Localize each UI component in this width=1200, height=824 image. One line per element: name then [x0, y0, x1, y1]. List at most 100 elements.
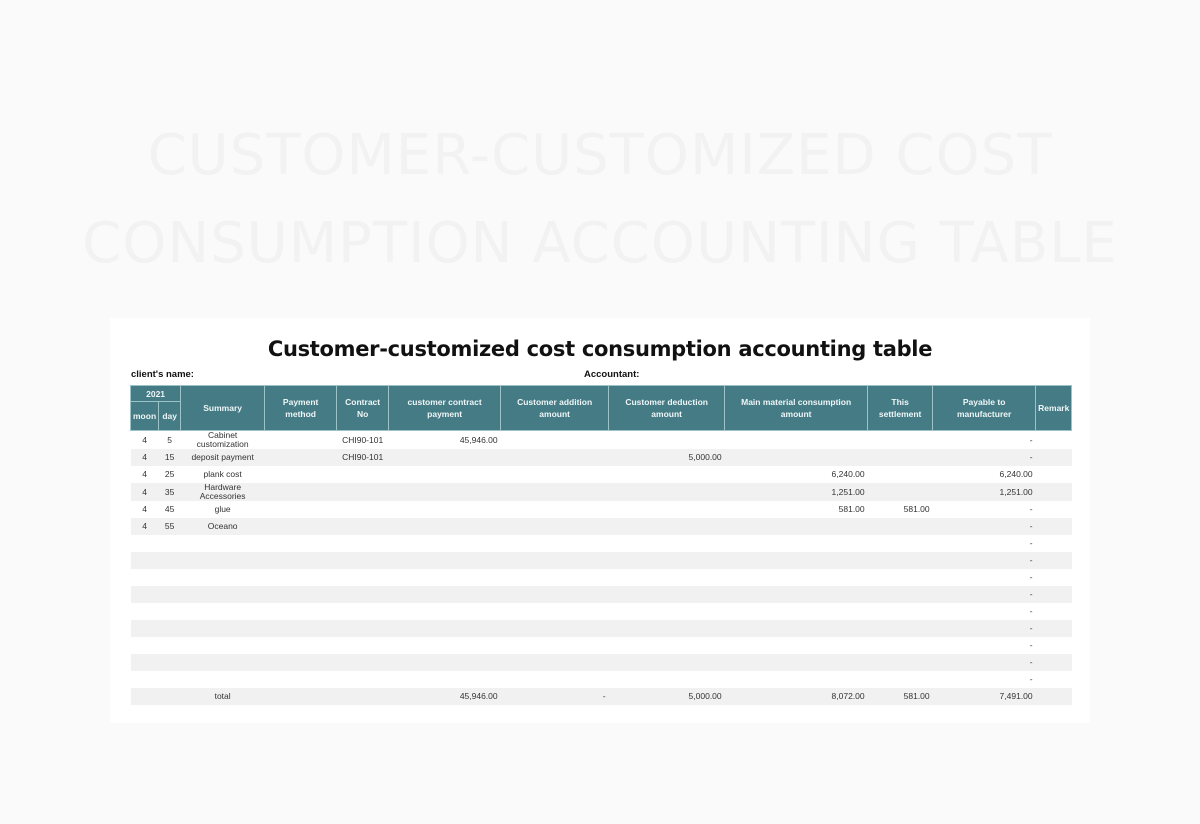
cell-remark[interactable] — [1036, 637, 1072, 654]
cell-deduction[interactable] — [608, 654, 725, 671]
cell-main-material[interactable] — [724, 552, 868, 569]
cell-main-material[interactable] — [724, 586, 868, 603]
cell-deduction[interactable] — [608, 586, 725, 603]
cell-day[interactable]: 15 — [158, 449, 181, 466]
cell-contract-no[interactable] — [337, 535, 389, 552]
cell-summary[interactable]: Cabinet customization — [196, 430, 249, 449]
cell-contract-payment[interactable] — [388, 449, 501, 466]
cell-addition[interactable] — [500, 654, 609, 671]
cell-contract-no[interactable] — [336, 483, 389, 501]
cell-summary[interactable]: deposit payment — [180, 449, 265, 466]
cell-settlement[interactable] — [868, 466, 933, 483]
cell-deduction[interactable] — [609, 501, 725, 518]
cell-summary[interactable]: Oceano — [180, 518, 265, 535]
cell-contract-no[interactable] — [337, 466, 389, 483]
total-payable[interactable]: 7,491.00 — [932, 688, 1036, 705]
cell-contract-no[interactable] — [336, 620, 389, 637]
cell-main-material[interactable] — [724, 449, 868, 466]
cell-addition[interactable] — [501, 637, 609, 654]
cell-moon[interactable] — [130, 552, 159, 569]
cell-payment-method[interactable] — [264, 518, 337, 535]
cell-day[interactable] — [159, 637, 181, 654]
cell-payment-method[interactable] — [265, 569, 337, 586]
cell-payable[interactable]: - — [932, 449, 1036, 466]
cell-payable[interactable]: - — [1029, 674, 1033, 684]
cell-contract-no[interactable]: CHI90-101 — [336, 449, 389, 466]
cell-remark[interactable] — [1035, 518, 1072, 535]
cell-moon[interactable]: 4 — [130, 518, 159, 535]
cell-moon[interactable] — [131, 535, 159, 552]
cell-payable[interactable]: - — [1029, 606, 1033, 616]
cell-day[interactable] — [158, 620, 181, 637]
cell-main-material[interactable] — [725, 671, 868, 688]
cell-settlement[interactable] — [868, 569, 933, 586]
cell-summary[interactable]: glue — [214, 504, 231, 514]
cell-addition[interactable] — [500, 586, 609, 603]
cell-remark[interactable] — [1036, 569, 1072, 586]
cell-summary[interactable] — [180, 620, 265, 637]
cell-settlement[interactable] — [868, 603, 933, 620]
cell-day[interactable]: 45 — [164, 504, 175, 514]
cell-settlement[interactable] — [867, 518, 933, 535]
cell-summary[interactable] — [181, 603, 265, 620]
cell-settlement[interactable] — [867, 483, 933, 501]
cell-deduction[interactable] — [609, 671, 725, 688]
total-remark[interactable] — [1035, 688, 1072, 705]
cell-payable[interactable]: - — [1029, 538, 1033, 548]
cell-contract-no[interactable] — [336, 518, 389, 535]
cell-contract-payment[interactable] — [388, 654, 501, 671]
cell-addition[interactable] — [501, 603, 609, 620]
cell-addition[interactable] — [500, 518, 609, 535]
total-addition[interactable]: - — [500, 688, 609, 705]
cell-payment-method[interactable] — [264, 449, 337, 466]
cell-contract-no[interactable] — [336, 552, 389, 569]
cell-addition[interactable] — [500, 449, 609, 466]
cell-main-material[interactable] — [724, 654, 868, 671]
cell-contract-payment[interactable] — [388, 586, 501, 603]
cell-moon[interactable] — [130, 688, 159, 705]
cell-remark[interactable] — [1035, 654, 1072, 671]
cell-main-material[interactable] — [725, 535, 868, 552]
cell-day[interactable]: 55 — [158, 518, 181, 535]
cell-payable[interactable]: - — [932, 518, 1036, 535]
cell-addition[interactable] — [500, 552, 609, 569]
cell-deduction[interactable] — [608, 483, 725, 501]
cell-moon[interactable] — [131, 603, 159, 620]
cell-settlement[interactable] — [868, 535, 933, 552]
cell-contract-payment[interactable] — [389, 501, 501, 518]
cell-summary[interactable] — [180, 552, 265, 569]
cell-summary[interactable]: plank cost — [203, 469, 242, 479]
cell-day[interactable] — [159, 671, 181, 688]
cell-payable[interactable]: 6,240.00 — [999, 469, 1033, 479]
cell-contract-no[interactable] — [337, 569, 389, 586]
cell-main-material[interactable]: 581.00 — [838, 504, 865, 514]
cell-payment-method[interactable] — [265, 466, 337, 483]
cell-settlement[interactable]: 581.00 — [903, 504, 930, 514]
cell-settlement[interactable] — [867, 654, 933, 671]
cell-contract-payment[interactable] — [389, 637, 501, 654]
cell-settlement[interactable] — [867, 552, 933, 569]
cell-remark[interactable] — [1035, 552, 1072, 569]
total-main-material[interactable]: 8,072.00 — [724, 688, 868, 705]
cell-moon[interactable] — [131, 671, 159, 688]
total-deduction[interactable]: 5,000.00 — [608, 688, 725, 705]
cell-remark[interactable] — [1036, 671, 1072, 688]
cell-settlement[interactable] — [868, 637, 933, 654]
cell-addition[interactable] — [501, 431, 609, 450]
cell-deduction[interactable] — [608, 620, 725, 637]
cell-payment-method[interactable] — [265, 431, 337, 450]
cell-remark[interactable] — [1036, 466, 1072, 483]
cell-deduction[interactable]: 5,000.00 — [608, 449, 725, 466]
cell-main-material[interactable] — [725, 637, 868, 654]
cell-day[interactable] — [159, 535, 181, 552]
cell-remark[interactable] — [1036, 535, 1072, 552]
cell-addition[interactable] — [501, 535, 609, 552]
cell-deduction[interactable] — [609, 637, 725, 654]
cell-payable[interactable]: - — [1029, 504, 1033, 514]
cell-moon[interactable] — [131, 637, 159, 654]
cell-remark[interactable] — [1036, 431, 1072, 450]
cell-settlement[interactable] — [867, 449, 933, 466]
cell-payment-method[interactable] — [264, 483, 337, 501]
cell-contract-no[interactable] — [337, 603, 389, 620]
cell-moon[interactable]: 4 — [130, 449, 159, 466]
